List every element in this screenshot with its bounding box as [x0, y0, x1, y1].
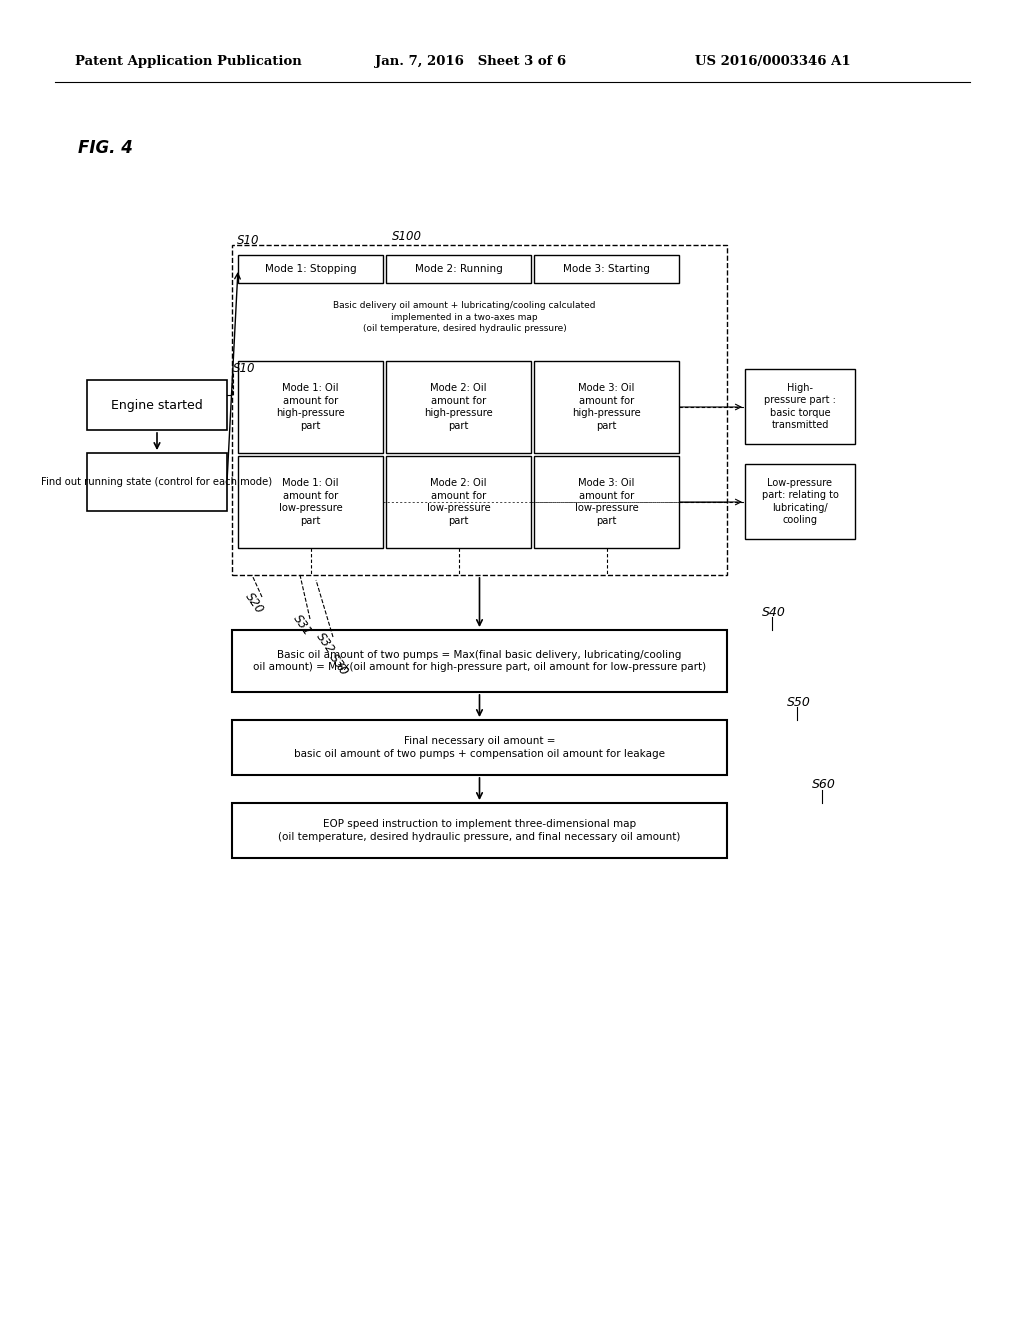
Text: Engine started: Engine started [112, 399, 203, 412]
Text: Basic delivery oil amount + lubricating/cooling calculated
implemented in a two-: Basic delivery oil amount + lubricating/… [333, 301, 596, 333]
Text: S31: S31 [290, 612, 313, 638]
Bar [745, 370, 855, 444]
Text: Mode 3: Starting: Mode 3: Starting [563, 264, 650, 275]
Text: FIG. 4: FIG. 4 [78, 139, 133, 157]
Bar [386, 255, 531, 282]
Text: Patent Application Publication: Patent Application Publication [75, 55, 302, 69]
Bar [386, 455, 531, 548]
Bar [87, 380, 227, 430]
Bar [534, 455, 679, 548]
Text: S100: S100 [392, 231, 422, 243]
Text: Jan. 7, 2016   Sheet 3 of 6: Jan. 7, 2016 Sheet 3 of 6 [375, 55, 566, 69]
Text: Mode 2: Oil
amount for
high-pressure
part: Mode 2: Oil amount for high-pressure par… [424, 383, 493, 430]
Bar [534, 255, 679, 282]
Bar [232, 246, 727, 576]
Text: Final necessary oil amount =
basic oil amount of two pumps + compensation oil am: Final necessary oil amount = basic oil a… [294, 737, 665, 759]
Bar [534, 360, 679, 453]
Bar [386, 360, 531, 453]
Text: Mode 1: Oil
amount for
low-pressure
part: Mode 1: Oil amount for low-pressure part [279, 478, 342, 525]
Bar [238, 255, 383, 282]
Bar [745, 465, 855, 539]
Text: S32: S32 [313, 630, 337, 656]
Bar [232, 719, 727, 775]
Bar [238, 455, 383, 548]
Bar [87, 453, 227, 511]
Text: Mode 1: Oil
amount for
high-pressure
part: Mode 1: Oil amount for high-pressure par… [276, 383, 345, 430]
Text: S20: S20 [242, 590, 265, 616]
Text: Low-pressure
part: relating to
lubricating/
cooling: Low-pressure part: relating to lubricati… [762, 478, 839, 525]
Text: Mode 2: Running: Mode 2: Running [415, 264, 503, 275]
Text: S10: S10 [237, 234, 259, 247]
Text: Mode 3: Oil
amount for
low-pressure
part: Mode 3: Oil amount for low-pressure part [574, 478, 638, 525]
Text: US 2016/0003346 A1: US 2016/0003346 A1 [695, 55, 851, 69]
Text: Mode 3: Oil
amount for
high-pressure
part: Mode 3: Oil amount for high-pressure par… [572, 383, 641, 430]
Text: S60: S60 [812, 779, 836, 792]
Bar [238, 360, 383, 453]
Text: Find out running state (control for each mode): Find out running state (control for each… [41, 477, 272, 487]
Bar [232, 803, 727, 858]
Text: EOP speed instruction to implement three-dimensional map
(oil temperature, desir: EOP speed instruction to implement three… [279, 820, 681, 842]
Text: High-
pressure part :
basic torque
transmitted: High- pressure part : basic torque trans… [764, 383, 836, 430]
Text: S50: S50 [787, 696, 811, 709]
Text: Basic oil amount of two pumps = Max(final basic delivery, lubricating/cooling
oi: Basic oil amount of two pumps = Max(fina… [253, 649, 707, 672]
Text: Mode 2: Oil
amount for
low-pressure
part: Mode 2: Oil amount for low-pressure part [427, 478, 490, 525]
Text: Mode 1: Stopping: Mode 1: Stopping [264, 264, 356, 275]
Text: S40: S40 [762, 606, 785, 619]
Text: S30: S30 [326, 652, 350, 678]
Bar [232, 630, 727, 692]
Text: S10: S10 [233, 362, 256, 375]
